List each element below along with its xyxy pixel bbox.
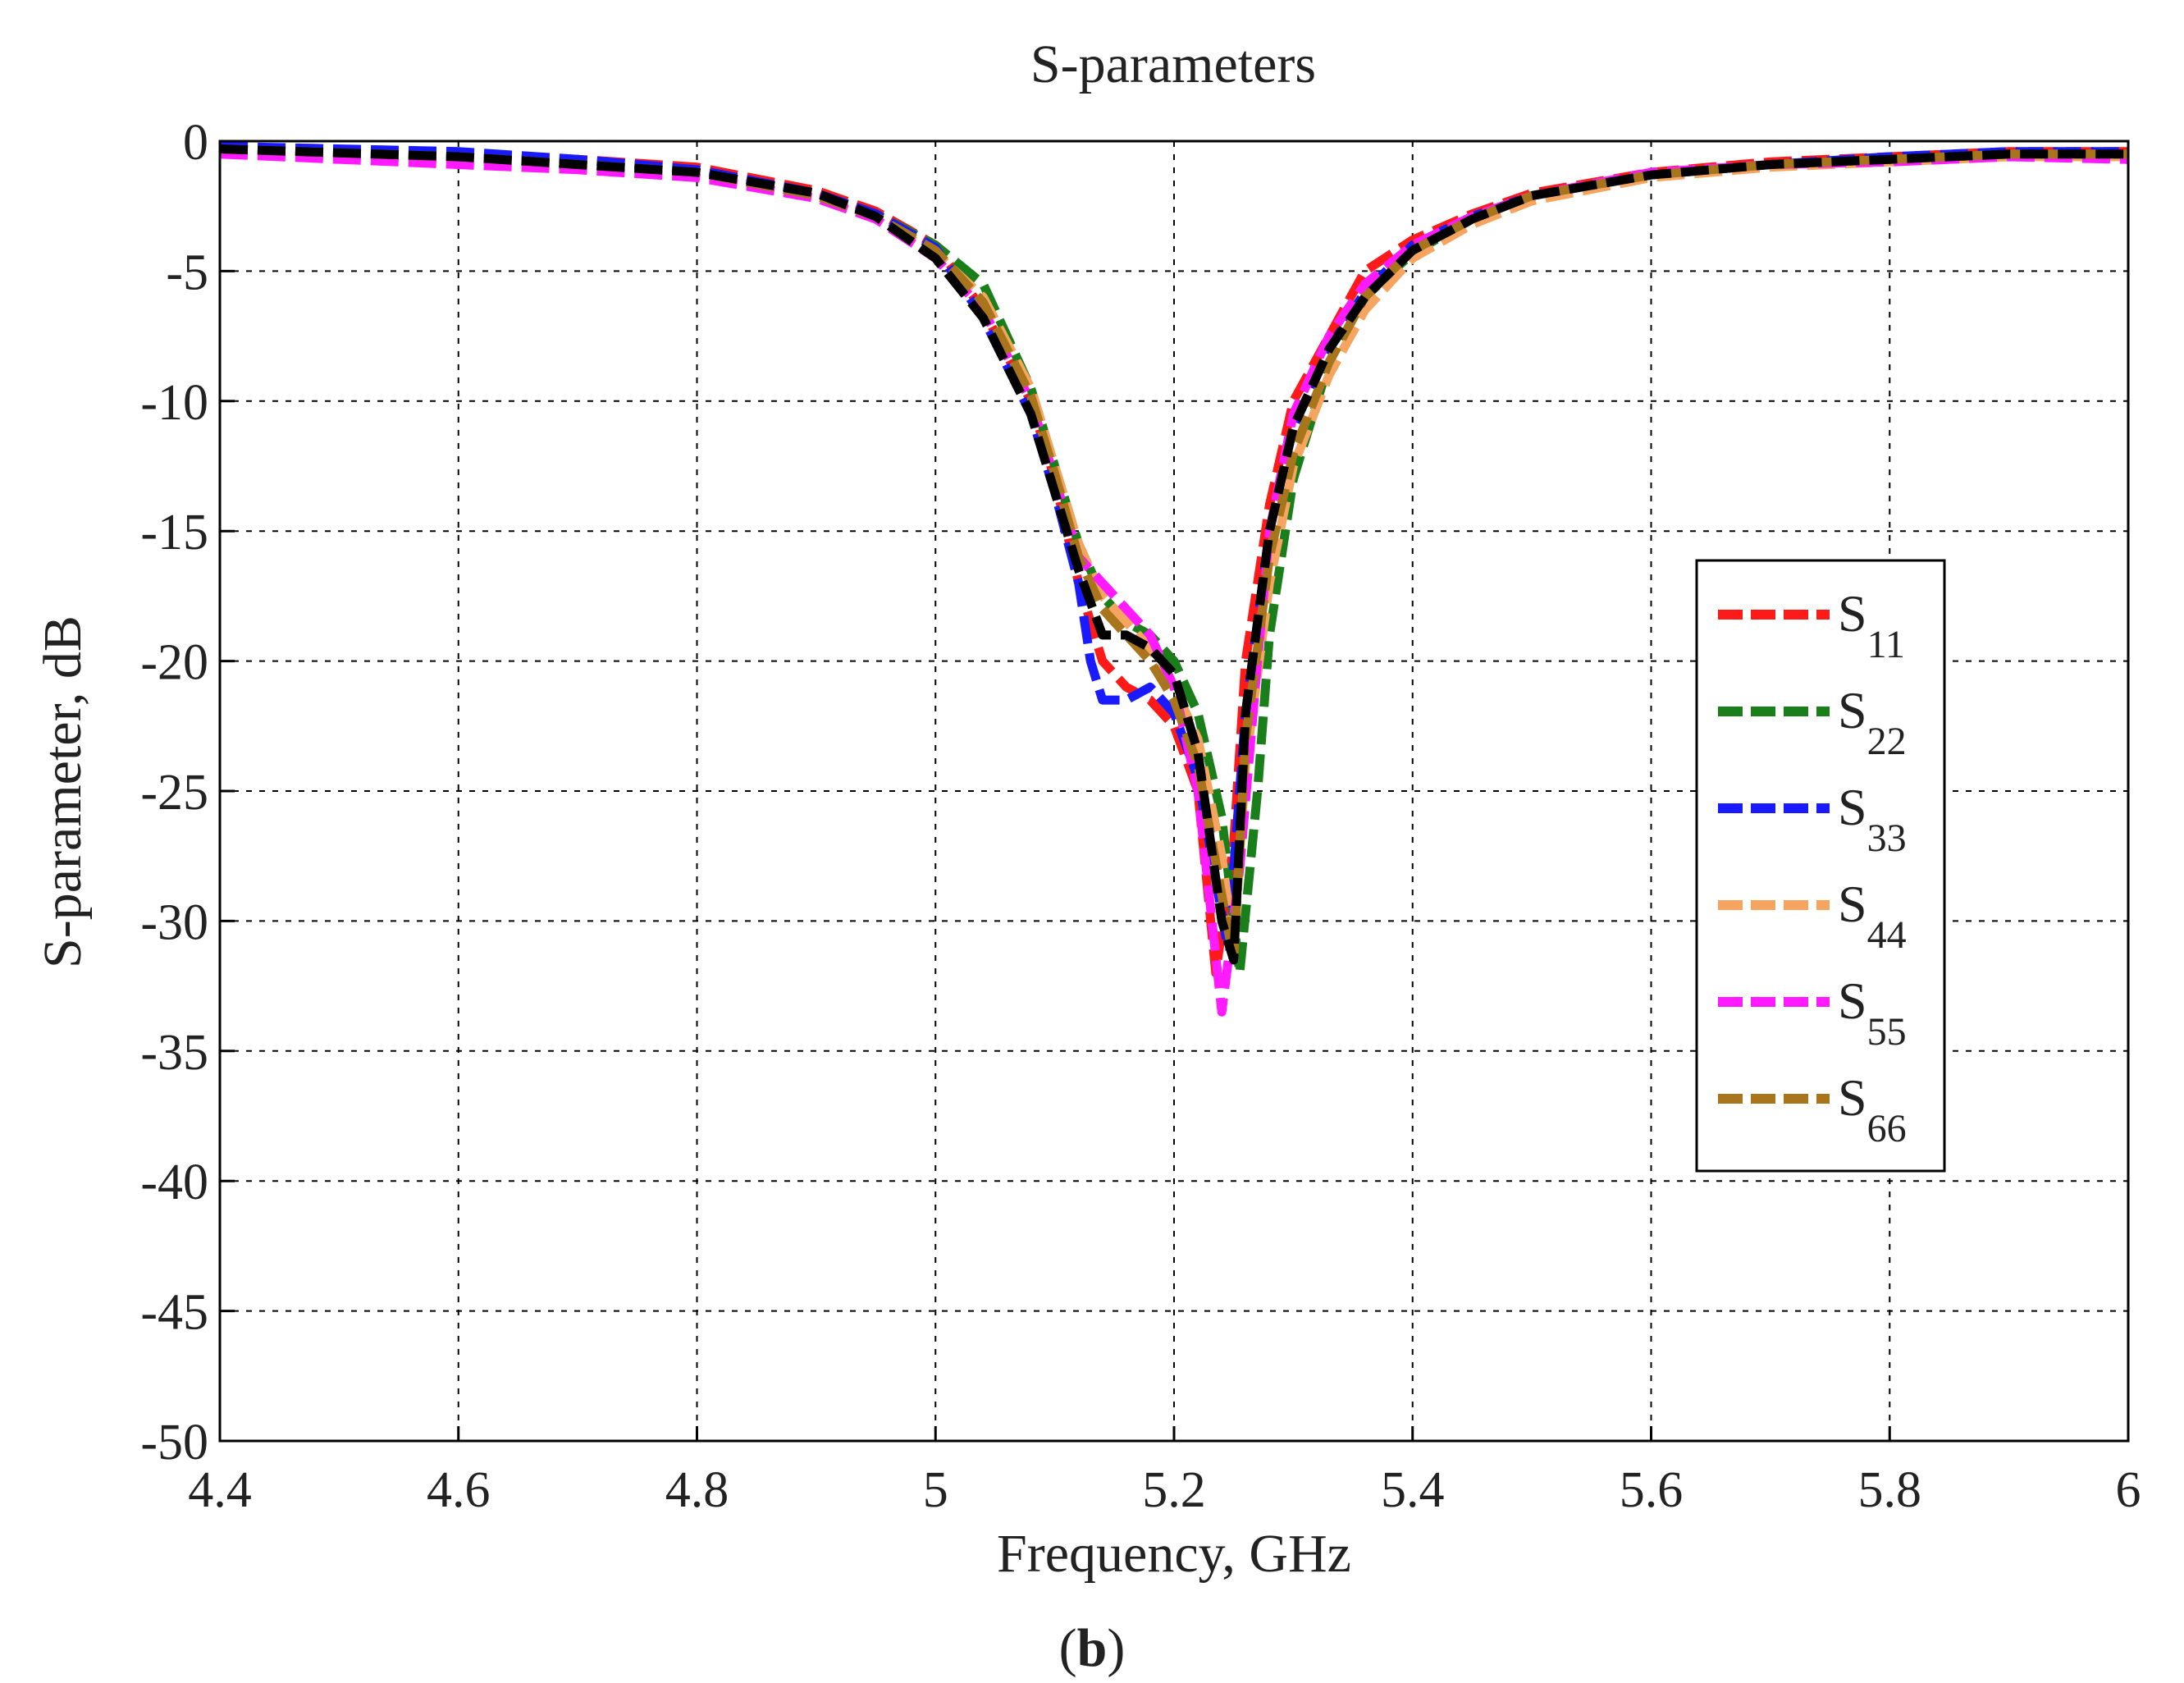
caption-letter: b bbox=[1077, 1618, 1108, 1678]
x-tick-label: 6 bbox=[2116, 1462, 2141, 1518]
y-tick-label: -5 bbox=[166, 245, 208, 300]
x-tick-label: 5.8 bbox=[1858, 1462, 1922, 1518]
caption-open-paren: ( bbox=[1059, 1618, 1077, 1678]
x-tick-label: 5.6 bbox=[1620, 1462, 1684, 1518]
legend-label-s22: S22 bbox=[1838, 681, 1907, 763]
x-tick-label: 4.6 bbox=[427, 1462, 491, 1518]
y-tick-label: 0 bbox=[183, 115, 208, 171]
series-line-extra bbox=[219, 144, 2128, 965]
x-tick-label: 5.4 bbox=[1381, 1462, 1445, 1518]
chart-title: S-parameters bbox=[1030, 34, 1316, 94]
legend-label-s44: S44 bbox=[1838, 875, 1907, 957]
x-tick-label: 5.2 bbox=[1142, 1462, 1206, 1518]
y-tick-label: -40 bbox=[140, 1155, 208, 1210]
y-tick-label: -20 bbox=[140, 635, 208, 691]
x-axis-label: Frequency, GHz bbox=[997, 1524, 1351, 1584]
caption-close-paren: ) bbox=[1107, 1618, 1125, 1678]
legend-label-s11: S11 bbox=[1838, 584, 1905, 666]
legend-box bbox=[1695, 559, 1946, 1173]
y-tick-label: -30 bbox=[140, 894, 208, 950]
series-layer bbox=[219, 141, 2129, 1017]
x-tick-label: 4.8 bbox=[665, 1462, 729, 1518]
legend-label-s66: S66 bbox=[1838, 1068, 1907, 1150]
x-tick-label: 5 bbox=[923, 1462, 948, 1518]
y-axis-label: S-parameter, dB bbox=[33, 615, 93, 968]
y-tick-label: -15 bbox=[140, 505, 208, 560]
legend-label-s33: S33 bbox=[1838, 778, 1907, 860]
legend: S11 S22 S33 S44 S55 S66 bbox=[1695, 559, 1946, 1173]
x-tick-label: 4.4 bbox=[188, 1462, 252, 1518]
legend-label-s55: S55 bbox=[1838, 972, 1907, 1054]
figure-caption: (b) bbox=[1059, 1618, 1126, 1678]
axis-ticks: 4.4 4.6 4.8 5 5.2 5.4 5.6 5.8 6 0 -5 -10 -15 -20 -25 -3… bbox=[140, 115, 2141, 1518]
y-tick-label: -10 bbox=[140, 375, 208, 431]
y-tick-label: -25 bbox=[140, 765, 208, 821]
y-tick-label: -50 bbox=[140, 1415, 208, 1470]
y-tick-label: -45 bbox=[140, 1285, 208, 1341]
y-tick-label: -35 bbox=[140, 1025, 208, 1081]
